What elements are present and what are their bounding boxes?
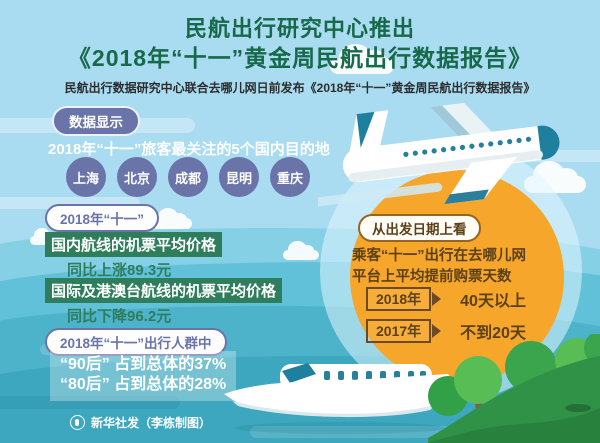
- badge-2018-golden-week: 2018年“十一”: [45, 204, 160, 232]
- badge-departure-date: 从出发日期上看: [358, 214, 481, 242]
- traveler-stats-box: “90后” 占到总体的37% “80后” 占到总体的28%: [50, 351, 237, 401]
- page-subtitle: 民航出行数据研究中心联合去哪儿网日前发布《2018年“十一”黄金周民航出行数据报…: [64, 81, 536, 95]
- city-circle-chongqing: 重庆: [270, 157, 310, 197]
- water-streak: [250, 426, 480, 438]
- departure-desc-line1: 乘客“十一”出行在去哪儿网: [352, 248, 526, 264]
- badge-data-display: 数据显示: [52, 106, 140, 136]
- departure-desc-line2: 平台上平均提前购票天数: [352, 269, 512, 285]
- yacht-illustration: [224, 363, 453, 434]
- stat-post80s: “80后” 占到总体的28%: [60, 376, 227, 393]
- stat-post90s: “90后” 占到总体的37%: [60, 356, 227, 373]
- page-title-line2: 《2018年“十一”黄金周民航出行数据报告》: [67, 45, 533, 71]
- city-circle-kunming: 昆明: [219, 157, 259, 197]
- arrow-right-icon: [432, 292, 448, 306]
- city-circle-chengdu: 成都: [168, 157, 208, 197]
- intl-price-label: 国际及港澳台航线的机票平均价格: [45, 278, 283, 303]
- cloud: [152, 208, 192, 229]
- cloud: [330, 43, 394, 74]
- year-tag-2018: 2018年: [366, 287, 432, 311]
- trees-hill-illustration: [428, 334, 600, 443]
- credit-text: 新华社发（李栋制图）: [91, 416, 212, 430]
- departure-row-2017: 2017年 不到20天: [366, 319, 526, 343]
- domestic-price-label: 国内航线的机票平均价格: [45, 232, 223, 257]
- days-value-2017: 不到20天: [460, 325, 526, 342]
- city-circle-beijing: 北京: [117, 157, 157, 197]
- xinhua-logo-icon: [70, 415, 85, 430]
- domestic-price-value: 同比上涨89.3元: [67, 262, 172, 279]
- arrow-right-icon: [432, 324, 448, 338]
- city-circle-shanghai: 上海: [66, 157, 106, 197]
- intl-price-value: 同比下降96.2元: [67, 308, 172, 325]
- city-circle-row: 上海 北京 成都 昆明 重庆: [66, 157, 310, 197]
- year-tag-2017: 2017年: [366, 319, 432, 343]
- badge-traveler-group: 2018年“十一”出行人群中: [45, 328, 227, 356]
- cloud: [283, 241, 319, 260]
- departure-row-2018: 2018年 40天以上: [366, 287, 526, 311]
- credit-line: 新华社发（李栋制图）: [70, 414, 211, 431]
- destinations-heading: 2018年“十一”旅客最关注的5个国内目的地: [48, 141, 330, 158]
- water-streak: [0, 396, 180, 409]
- days-value-2018: 40天以上: [460, 293, 526, 310]
- airplane-illustration: [318, 102, 560, 209]
- page-title-line1: 民航出行研究中心推出: [184, 16, 415, 41]
